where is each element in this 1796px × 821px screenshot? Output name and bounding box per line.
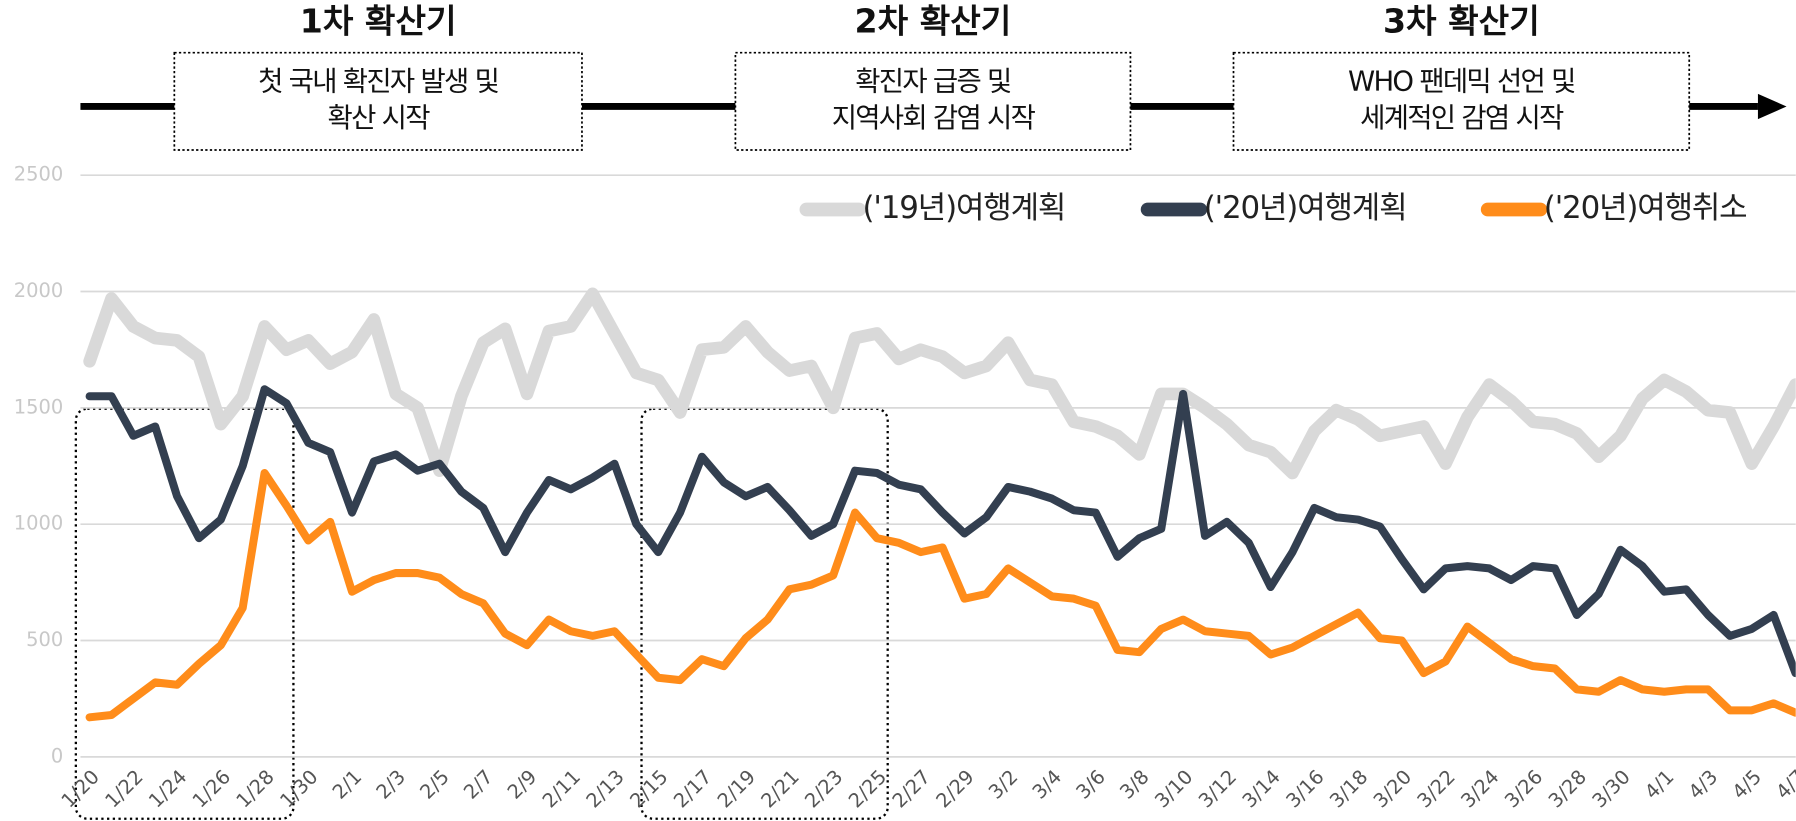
x-tick-label: 2/7 (459, 765, 497, 803)
x-tick-label: 3/26 (1500, 765, 1547, 812)
y-tick-label: 1500 (14, 395, 64, 418)
series-line (85, 385, 1796, 678)
y-tick-label: 2500 (14, 163, 64, 186)
x-tick-label: 2/5 (415, 765, 453, 803)
plot-area (83, 287, 1796, 722)
x-tick-label: 1/28 (232, 765, 279, 812)
x-tick-label: 2/27 (888, 765, 935, 812)
y-tick-label: 0 (51, 744, 63, 767)
x-tick-label: 3/12 (1194, 765, 1241, 812)
x-tick-label: 3/6 (1072, 765, 1110, 803)
phase-text: 확진자 급증 및 (855, 65, 1011, 97)
highlight-box (640, 407, 889, 820)
x-tick-label: 1/26 (188, 765, 235, 812)
phase-title: 2차 확산기 (855, 1, 1012, 40)
phase-box (1232, 51, 1691, 151)
x-tick-label: 2/11 (538, 765, 585, 812)
x-tick-label: 3/24 (1456, 765, 1503, 812)
x-tick-label: 3/22 (1413, 765, 1460, 812)
phase-text: 세계적인 감염 시작 (1360, 102, 1564, 134)
x-tick-label: 3/28 (1544, 765, 1591, 812)
x-tick-label: 2/17 (669, 765, 716, 812)
phase-box (173, 51, 583, 151)
y-tick-label: 1000 (14, 512, 64, 535)
highlight-box (74, 407, 295, 820)
phase-title: 3차 확산기 (1383, 1, 1540, 40)
x-tick-label: 4/3 (1684, 765, 1722, 803)
x-tick-label: 3/4 (1028, 765, 1066, 803)
x-tick-label: 2/25 (844, 765, 891, 812)
y-tick-label: 2000 (14, 279, 64, 302)
x-tick-label: 4/5 (1728, 765, 1766, 803)
x-tick-label: 3/16 (1281, 765, 1328, 812)
timeline-arrow (1757, 93, 1787, 120)
x-tick-label: 2/13 (582, 765, 629, 812)
x-tick-label: 4/1 (1640, 765, 1678, 803)
series-line (83, 287, 1796, 480)
x-tick-label: 1/22 (100, 765, 147, 812)
x-tick-label: 2/23 (800, 765, 847, 812)
x-tick-label: 3/8 (1115, 765, 1153, 803)
x-tick-label: 3/30 (1588, 765, 1635, 812)
legend-label: ('19년)여행계획 (863, 190, 1066, 226)
x-tick-label: 1/20 (57, 765, 104, 812)
x-tick-label: 2/3 (372, 765, 410, 803)
x-tick-label: 2/29 (932, 765, 979, 812)
x-tick-label: 1/24 (144, 765, 191, 812)
phase-text: 확산 시작 (328, 102, 431, 134)
x-tick-label: 2/21 (757, 765, 804, 812)
x-tick-label: 3/2 (984, 765, 1022, 803)
x-tick-label: 3/10 (1150, 765, 1197, 812)
x-tick-label: 2/1 (328, 765, 366, 803)
x-tick-label: 3/18 (1325, 765, 1372, 812)
phase-text: 첫 국내 확진자 발생 및 (258, 65, 498, 97)
series-line (85, 469, 1796, 722)
x-tick-label: 1/30 (275, 765, 322, 812)
legend-label: ('20년)여행계획 (1204, 190, 1407, 226)
x-tick-label: 3/14 (1238, 765, 1285, 812)
phase-text: 지역사회 감염 시작 (832, 102, 1036, 134)
phase-box (734, 51, 1132, 151)
phase-title: 1차 확산기 (300, 1, 457, 40)
y-tick-label: 500 (26, 628, 63, 651)
legend-label: ('20년)여행취소 (1544, 190, 1747, 226)
x-tick-label: 4/7 (1771, 765, 1796, 803)
x-tick-label: 2/15 (625, 765, 672, 812)
x-tick-label: 3/20 (1369, 765, 1416, 812)
x-tick-label: 2/9 (503, 765, 541, 803)
x-tick-label: 2/19 (713, 765, 760, 812)
phase-text: WHO 팬데믹 선언 및 (1348, 65, 1575, 97)
